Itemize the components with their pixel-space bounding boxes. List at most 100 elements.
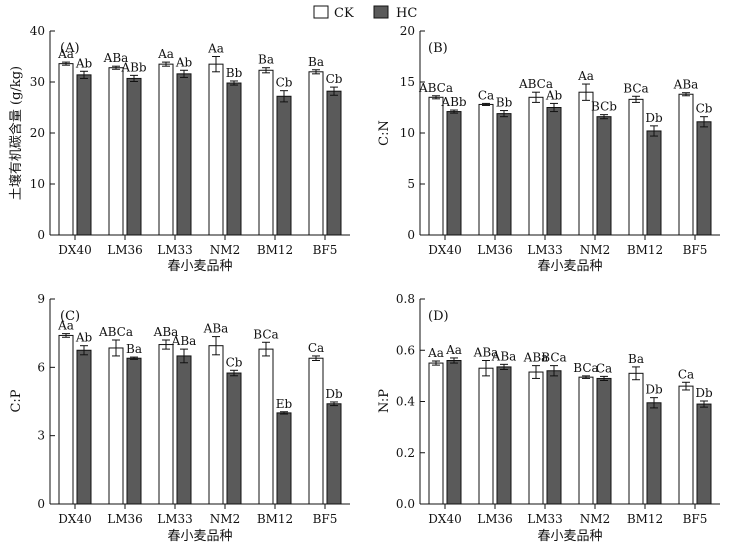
x-tick-label: NM2 xyxy=(580,512,610,526)
y-tick-label: 9 xyxy=(37,292,45,306)
bar-ck xyxy=(478,367,494,505)
significance-label: ABCa xyxy=(418,81,453,95)
bar-ck xyxy=(578,376,594,505)
y-tick-label: 0.4 xyxy=(396,395,415,409)
significance-label: ABa xyxy=(203,322,229,336)
x-tick-label: LM36 xyxy=(477,243,513,257)
bar-hc xyxy=(596,116,612,236)
x-tick-label: LM33 xyxy=(157,243,193,257)
significance-label: ABb xyxy=(120,60,146,74)
bar-ck xyxy=(678,93,694,236)
x-tick-label: BF5 xyxy=(313,512,338,526)
significance-label: Db xyxy=(325,387,343,401)
bar-ck xyxy=(528,96,544,236)
bar-ck xyxy=(58,63,74,236)
significance-label: Db xyxy=(695,386,713,400)
significance-label: ABa xyxy=(673,78,699,92)
bar-ck xyxy=(208,345,224,505)
x-tick-label: DX40 xyxy=(58,512,91,526)
bar-ck xyxy=(158,344,174,505)
x-axis-title: 春小麦品种 xyxy=(167,259,232,274)
bar-hc xyxy=(596,377,612,505)
bar-hc xyxy=(696,403,712,505)
y-tick-label: 10 xyxy=(400,126,415,140)
bar-hc xyxy=(276,412,292,505)
x-tick-label: LM36 xyxy=(107,512,143,526)
significance-label: Aa xyxy=(577,69,594,83)
significance-label: ABa xyxy=(171,334,197,348)
significance-label: Ab xyxy=(545,88,563,102)
y-tick-label: 5 xyxy=(407,177,415,191)
x-tick-label: LM36 xyxy=(107,243,143,257)
panel-label: (C) xyxy=(60,309,80,324)
bar-hc xyxy=(76,349,92,505)
bar-hc xyxy=(326,403,342,505)
y-tick-label: 0 xyxy=(407,228,415,242)
bar-hc xyxy=(176,73,192,236)
y-tick-label: 0.2 xyxy=(396,446,415,460)
bar-hc xyxy=(176,355,192,505)
x-tick-label: LM33 xyxy=(157,512,193,526)
bar-hc xyxy=(326,90,342,236)
bar-hc xyxy=(646,130,662,236)
bar-hc xyxy=(226,372,242,505)
y-axis-title: C:N xyxy=(377,120,392,146)
panel-label: (A) xyxy=(60,41,80,56)
x-tick-label: BF5 xyxy=(683,243,708,257)
significance-label: Ba xyxy=(126,342,142,356)
y-tick-label: 40 xyxy=(30,24,45,38)
bar-hc xyxy=(76,74,92,236)
y-tick-label: 0 xyxy=(37,497,45,511)
significance-label: Ba xyxy=(308,55,324,69)
bar-hc xyxy=(546,370,562,505)
bar-ck xyxy=(678,385,694,505)
bar-ck xyxy=(108,347,124,505)
x-tick-label: DX40 xyxy=(428,512,461,526)
significance-label: Ca xyxy=(308,341,324,355)
panel-b: 05101520(B)DX40ABCaABbLM36CaBbLM33ABCaAb… xyxy=(377,24,720,274)
legend-ck-swatch xyxy=(313,5,329,19)
bar-hc xyxy=(646,402,662,505)
significance-label: ABa xyxy=(153,325,179,339)
significance-label: Ba xyxy=(628,352,644,366)
significance-label: Aa xyxy=(157,47,174,61)
x-axis-title: 春小麦品种 xyxy=(537,529,602,544)
bar-ck xyxy=(528,371,544,505)
bar-hc xyxy=(496,113,512,236)
legend-hc-label: HC xyxy=(396,6,417,21)
significance-label: BCb xyxy=(591,100,617,114)
x-tick-label: BM12 xyxy=(257,243,293,257)
y-tick-label: 20 xyxy=(400,24,415,38)
y-tick-label: 10 xyxy=(30,177,45,191)
significance-label: Aa xyxy=(57,319,74,333)
y-tick-label: 0.8 xyxy=(396,292,415,306)
x-tick-label: BF5 xyxy=(313,243,338,257)
y-tick-label: 15 xyxy=(400,75,415,89)
significance-label: Bb xyxy=(226,66,243,80)
significance-label: Ca xyxy=(478,88,494,102)
x-tick-label: DX40 xyxy=(428,243,461,257)
y-tick-label: 30 xyxy=(30,75,45,89)
x-tick-label: BM12 xyxy=(257,512,293,526)
significance-label: Cb xyxy=(326,72,343,86)
x-tick-label: LM36 xyxy=(477,512,513,526)
bar-hc xyxy=(696,121,712,236)
bar-hc xyxy=(496,366,512,505)
x-axis-title: 春小麦品种 xyxy=(537,259,602,274)
x-tick-label: BM12 xyxy=(627,243,663,257)
bar-ck xyxy=(628,98,644,236)
y-tick-label: 20 xyxy=(30,126,45,140)
bar-hc xyxy=(546,107,562,236)
bar-ck xyxy=(428,96,444,236)
y-tick-label: 0 xyxy=(37,228,45,242)
significance-label: BCa xyxy=(541,351,566,365)
bar-hc xyxy=(276,95,292,236)
y-tick-label: 0.0 xyxy=(396,497,415,511)
significance-label: Db xyxy=(645,383,663,397)
bar-ck xyxy=(158,63,174,236)
bar-ck xyxy=(308,357,324,505)
x-tick-label: LM33 xyxy=(527,512,563,526)
y-tick-label: 3 xyxy=(37,429,45,443)
bar-ck xyxy=(258,69,274,236)
